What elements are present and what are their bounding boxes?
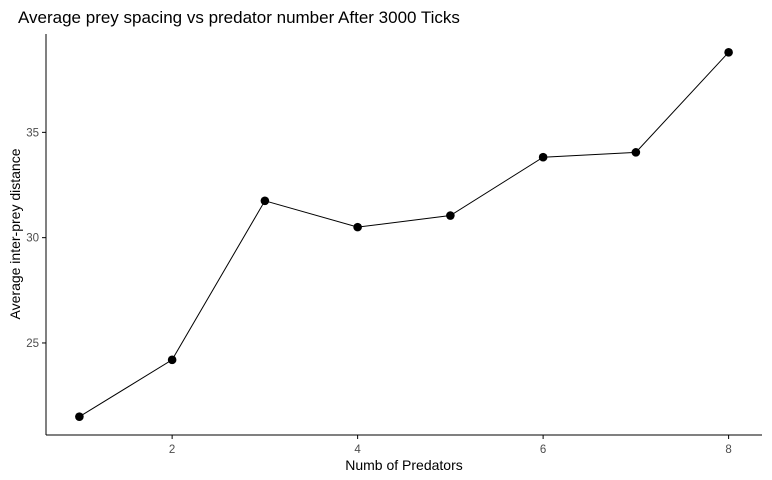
y-tick-label: 30 bbox=[26, 233, 39, 245]
x-tick-label: 2 bbox=[169, 444, 175, 456]
chart-title: Average prey spacing vs predator number … bbox=[18, 8, 460, 27]
data-point bbox=[631, 148, 641, 157]
x-tick-label: 8 bbox=[725, 444, 731, 456]
x-tick-label: 4 bbox=[354, 444, 361, 456]
data-point bbox=[167, 355, 177, 365]
x-ticks: 2 4 6 8 bbox=[169, 435, 732, 456]
series-line bbox=[79, 51, 729, 418]
data-point bbox=[538, 152, 548, 162]
y-axis-title: Average inter-prey distance bbox=[7, 148, 23, 319]
data-point bbox=[353, 222, 362, 232]
data-point bbox=[75, 412, 84, 421]
y-tick-label: 35 bbox=[26, 127, 39, 139]
series-points bbox=[75, 48, 733, 421]
y-tick-label: 25 bbox=[26, 338, 39, 350]
x-tick-label: 6 bbox=[540, 444, 546, 456]
data-point bbox=[446, 211, 455, 220]
y-ticks: 25 30 35 bbox=[26, 127, 46, 350]
data-point bbox=[260, 196, 270, 206]
data-point bbox=[724, 48, 733, 57]
x-axis-title: Numb of Predators bbox=[345, 457, 463, 473]
